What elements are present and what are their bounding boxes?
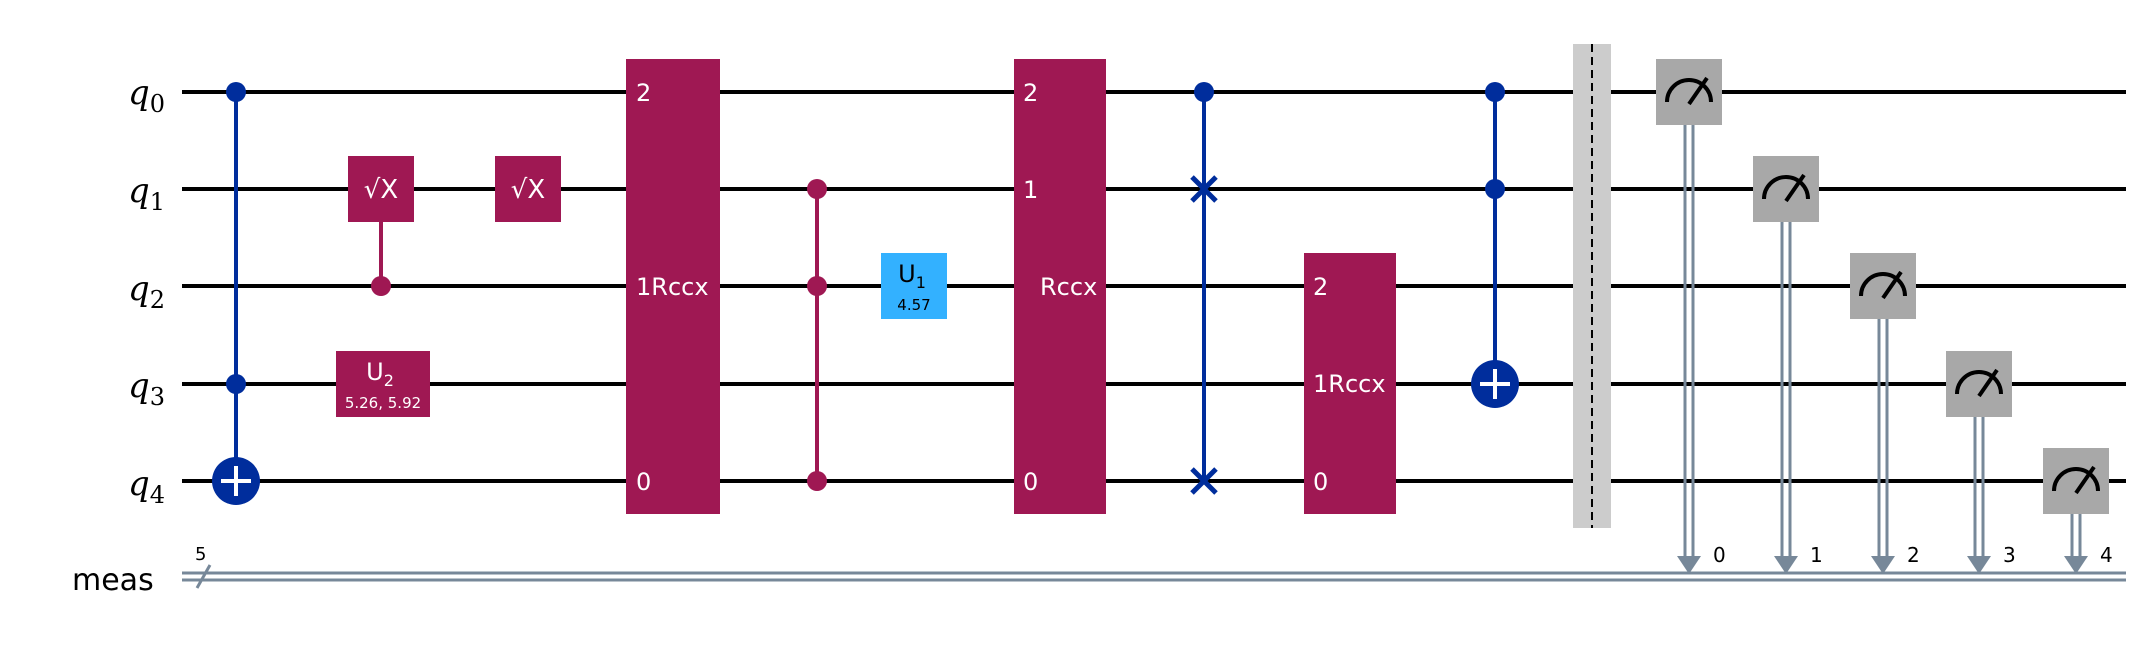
- svg-text:2: 2: [636, 79, 651, 107]
- meter-arc-icon: [1762, 175, 1810, 200]
- csx-gate: √X: [348, 156, 414, 296]
- meter-needle-icon: [1977, 368, 1999, 398]
- control-dot: [226, 82, 246, 102]
- measure-bit-label: 3: [2003, 543, 2016, 567]
- control-dot: [1485, 82, 1505, 102]
- qubit-labels: q0 q1 q2 q3 q4 meas: [72, 73, 165, 598]
- swap-x-q1: [1190, 175, 1218, 203]
- svg-text:4.57: 4.57: [897, 296, 930, 314]
- meter-needle-icon: [1784, 173, 1806, 203]
- svg-text:5.26, 5.92: 5.26, 5.92: [345, 394, 421, 412]
- measure-box: [1850, 253, 1916, 319]
- rccx-gate-2: 2 1 Rccx 0: [1014, 59, 1106, 514]
- measure-gate-1: 1: [1753, 156, 1823, 574]
- qubit-label-0: q0: [128, 73, 165, 118]
- meter-arc-icon: [1955, 370, 2003, 395]
- rccx-gate-1: 2 1Rccx 0: [626, 59, 720, 514]
- qubit-label-2: q2: [128, 269, 165, 314]
- measure-arrow: [1871, 556, 1895, 574]
- u1-gate: U1 4.57: [881, 253, 947, 319]
- measure-bit-label: 0: [1713, 543, 1726, 567]
- measure-gate-3: 3: [1946, 351, 2016, 574]
- meter-needle-icon: [2074, 465, 2096, 495]
- svg-text:2: 2: [1023, 79, 1038, 107]
- measure-gate-0: 0: [1656, 59, 1726, 574]
- measure-arrow: [1967, 556, 1991, 574]
- control-dot: [807, 179, 827, 199]
- swap-x-q4: [1190, 467, 1218, 495]
- meter-arc-icon: [1859, 272, 1907, 297]
- qubit-label-1: q1: [128, 171, 165, 216]
- svg-text:0: 0: [1313, 468, 1328, 496]
- ccz-gate: [807, 179, 827, 491]
- measure-box: [1753, 156, 1819, 222]
- meter-arc-icon: [1665, 78, 1713, 103]
- classical-register-label: meas: [72, 563, 154, 598]
- ccx-gate-1: [212, 82, 260, 505]
- svg-text:1Rccx: 1Rccx: [1313, 370, 1386, 398]
- meter-needle-icon: [1881, 270, 1903, 300]
- measure-arrow: [1677, 556, 1701, 574]
- measure-bit-label: 2: [1907, 543, 1920, 567]
- u2-gate: U2 5.26, 5.92: [336, 351, 430, 417]
- measure-arrow: [1774, 556, 1798, 574]
- measure-gate-4: 4: [2043, 448, 2113, 574]
- svg-text:0: 0: [1023, 468, 1038, 496]
- control-dot: [371, 276, 391, 296]
- sx-box: [348, 156, 414, 222]
- ccx-gate-2: [1471, 82, 1519, 408]
- control-dot: [1194, 82, 1214, 102]
- qubit-label-4: q4: [128, 464, 165, 509]
- svg-text:U2: U2: [366, 358, 394, 390]
- rccx-gate-3: 2 1Rccx 0: [1304, 253, 1396, 514]
- svg-text:√X: √X: [511, 175, 545, 205]
- bus-slash: [195, 564, 212, 589]
- classical-wire: 5: [182, 544, 2126, 589]
- control-dot: [226, 374, 246, 394]
- measurements: 0 1 2 3 4: [1656, 59, 2113, 574]
- sx-gate: √X: [495, 156, 561, 222]
- cswap-gate: [1190, 82, 1218, 495]
- meter-needle-icon: [1687, 76, 1709, 106]
- classical-width: 5: [195, 544, 206, 565]
- svg-text:0: 0: [636, 468, 651, 496]
- meter-arc-icon: [2052, 467, 2100, 492]
- measure-bit-label: 4: [2100, 543, 2113, 567]
- measure-box: [1656, 59, 1722, 125]
- measure-bit-label: 1: [1810, 543, 1823, 567]
- control-dot: [1485, 179, 1505, 199]
- svg-text:Rccx: Rccx: [1040, 273, 1097, 301]
- control-dot: [807, 276, 827, 296]
- svg-text:1Rccx: 1Rccx: [636, 273, 709, 301]
- qubit-label-3: q3: [128, 366, 165, 411]
- qubit-wires: [182, 90, 2126, 483]
- svg-text:2: 2: [1313, 273, 1328, 301]
- measure-box: [2043, 448, 2109, 514]
- svg-text:U1: U1: [898, 260, 926, 292]
- measure-arrow: [2064, 556, 2088, 574]
- measure-gate-2: 2: [1850, 253, 1920, 574]
- svg-text:√X: √X: [364, 175, 398, 205]
- barrier: [1573, 44, 1611, 528]
- measure-box: [1946, 351, 2012, 417]
- control-dot: [807, 471, 827, 491]
- svg-text:1: 1: [1023, 176, 1038, 204]
